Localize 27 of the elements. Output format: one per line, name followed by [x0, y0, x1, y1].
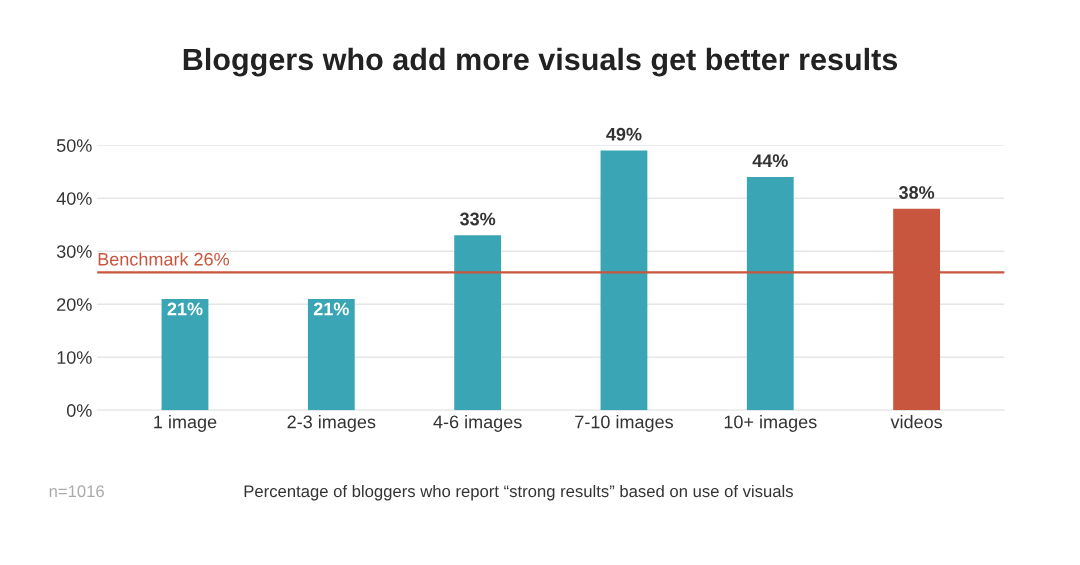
data-label: 49% — [606, 127, 642, 141]
bar — [454, 235, 502, 411]
text: Percentage of bloggers who report “strong results” based on use of visuals — [244, 484, 793, 501]
y-tick-label: 20% — [57, 298, 92, 311]
bar — [307, 298, 355, 411]
y-tick-label: 0% — [66, 404, 92, 417]
data-label: 21% — [313, 302, 349, 316]
data-label: 44% — [752, 154, 788, 168]
bar — [746, 177, 794, 411]
chart-title: Bloggers who add more visuals get better results — [183, 47, 898, 77]
x-tick-label: 2-3 images — [287, 415, 376, 432]
y-tick-label: 50% — [56, 139, 92, 152]
data-label: 21% — [167, 302, 203, 316]
bar — [161, 298, 209, 411]
text: n=1016 — [49, 485, 104, 498]
x-tick-label: videos — [890, 415, 943, 429]
y-tick-label: 30% — [56, 245, 92, 258]
data-label: 33% — [459, 212, 496, 226]
ref-line-label: Benchmark 26% — [98, 252, 230, 266]
bar — [600, 150, 648, 411]
x-tick-label: 10+ images — [724, 415, 817, 432]
x-tick-label: 4-6 images — [433, 415, 522, 432]
y-tick-label: 10% — [57, 351, 92, 364]
data-label: 38% — [898, 186, 935, 199]
x-tick-label: 1 image — [154, 415, 217, 432]
x-tick-label: 7-10 images — [575, 415, 673, 432]
y-tick-label: 40% — [56, 192, 92, 205]
